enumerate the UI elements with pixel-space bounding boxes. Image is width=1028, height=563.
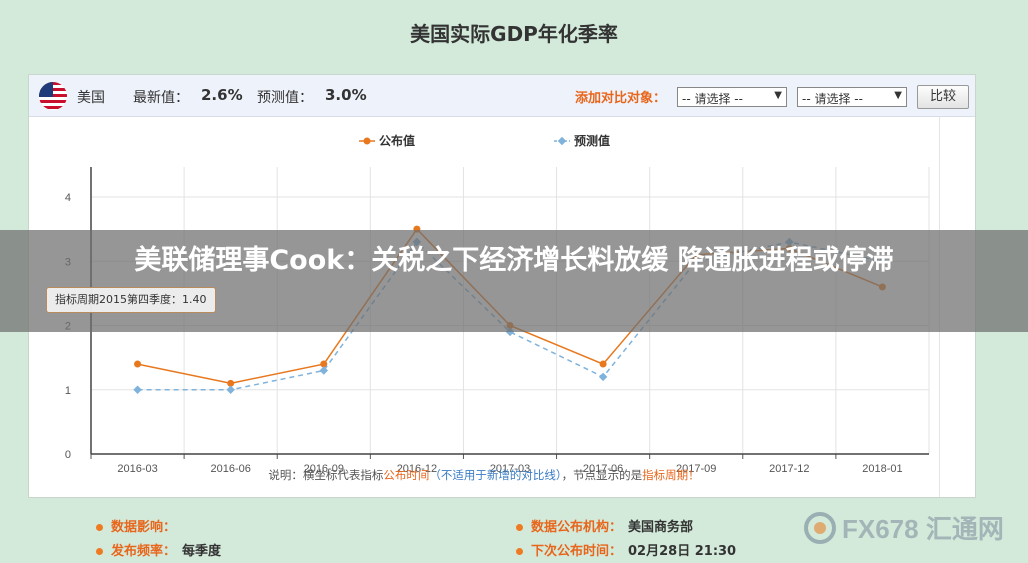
latest-value: 2.6% (201, 86, 243, 104)
bullet-icon (96, 524, 103, 531)
x-tick-label: 2016-12 (397, 463, 437, 475)
compare-select-1[interactable]: -- 请选择 -- ▼ (677, 87, 787, 107)
bullet-icon (96, 548, 103, 555)
x-tick-label: 2016-09 (304, 463, 344, 475)
fx678-logo: FX678 汇通网 (804, 512, 1004, 544)
headline-overlay (0, 230, 1028, 332)
y-tick-label: 1 (65, 385, 71, 397)
legend-label: 公布值 (379, 133, 415, 148)
legend-marker (363, 137, 371, 145)
footer-frequency: 发布频率： 每季度 (96, 540, 221, 559)
dropdown-arrow-icon: ▼ (894, 90, 902, 101)
data-point (133, 385, 142, 394)
compare-button[interactable]: 比较 (917, 85, 969, 109)
dropdown-arrow-icon: ▼ (774, 90, 782, 101)
forecast-label: 预测值： (257, 90, 313, 106)
data-point (319, 366, 329, 375)
footer-next-release: 下次公布时间： 02月28日 21:30 (516, 540, 736, 559)
x-tick-label: 2017-12 (769, 463, 809, 475)
x-tick-label: 2017-06 (583, 463, 623, 475)
toolbar: 美国 最新值： 2.6% 预测值： 3.0% 添加对比对象： -- 请选择 --… (29, 75, 975, 117)
x-tick-label: 2017-03 (490, 463, 530, 475)
x-tick-label: 2016-06 (210, 463, 250, 475)
data-point (598, 372, 608, 382)
y-tick-label: 0 (65, 449, 71, 461)
watermark-text: FX678 汇通网 (842, 514, 1004, 544)
footer-impact: 数据影响： (96, 516, 182, 535)
compare-select-2-value: -- 请选择 -- (802, 92, 863, 106)
bullet-icon (516, 548, 523, 555)
chart-tooltip: 指标周期2015第四季度：1.40 (46, 287, 216, 313)
country-label: 美国 (77, 90, 105, 106)
x-tick-label: 2016-03 (117, 463, 157, 475)
x-tick-label: 2017-09 (676, 463, 716, 475)
footer-agency: 数据公布机构： 美国商务部 (516, 516, 693, 535)
compare-select-2[interactable]: -- 请选择 -- ▼ (797, 87, 907, 107)
compare-select-1-value: -- 请选择 -- (682, 92, 743, 106)
forecast-value: 3.0% (325, 86, 367, 104)
data-point (134, 360, 142, 368)
data-point (320, 360, 328, 368)
data-point (226, 385, 235, 394)
y-tick-label: 4 (65, 192, 71, 204)
chart-note: 说明：横坐标代表指标公布时间（不适用于新增的对比线），节点显示的是指标周期！ (268, 468, 699, 482)
data-point (599, 360, 607, 368)
x-tick-label: 2018-01 (862, 463, 902, 475)
us-flag-icon (39, 82, 67, 110)
legend-label: 预测值 (574, 133, 610, 148)
headline-text[interactable]: 美联储理事Cook：关税之下经济增长料放缓 降通胀进程或停滞 (134, 245, 894, 276)
page-title: 美国实际GDP年化季率 (410, 22, 618, 46)
legend-marker (557, 136, 567, 146)
data-point (227, 379, 235, 387)
compare-label: 添加对比对象： (575, 91, 667, 106)
bullet-icon (516, 524, 523, 531)
latest-label: 最新值： (133, 90, 189, 106)
